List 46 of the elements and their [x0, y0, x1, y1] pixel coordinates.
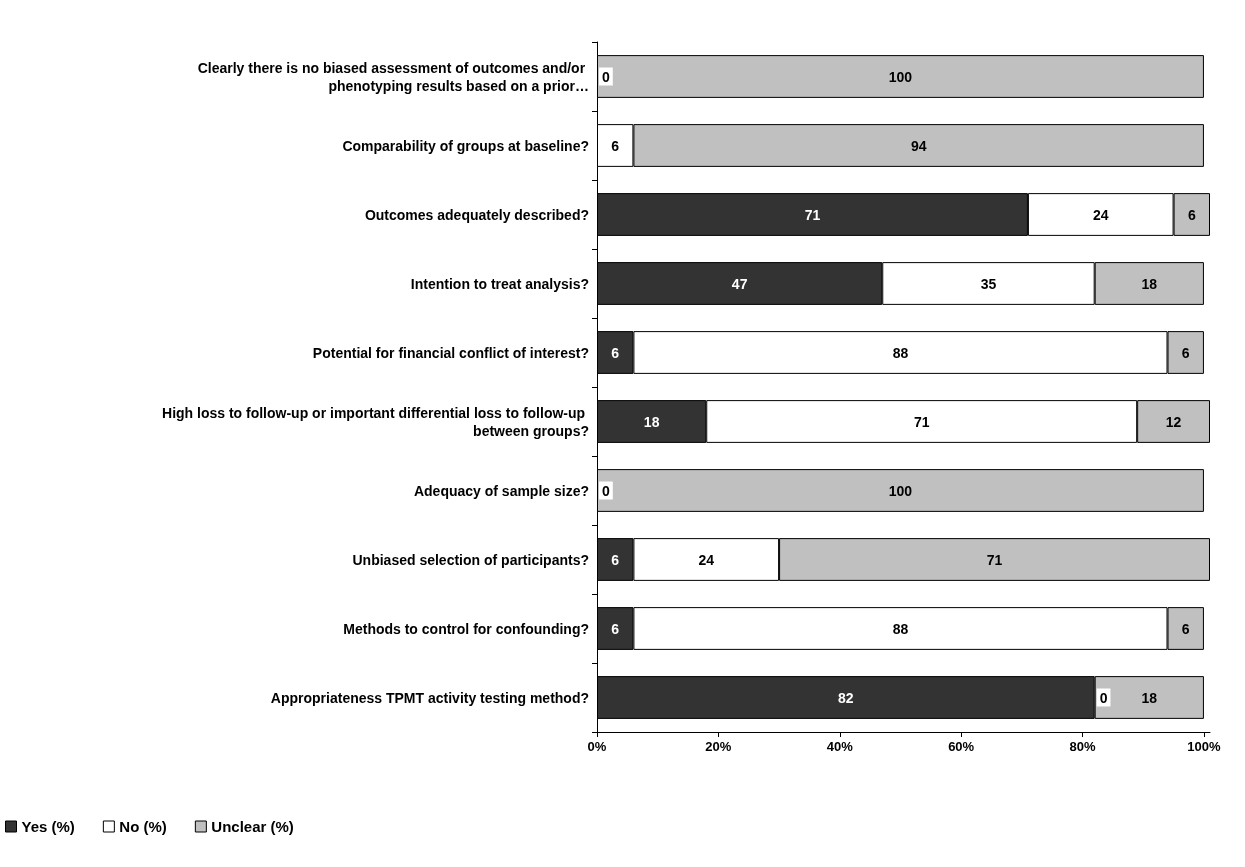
x-tick-label: 80%: [1069, 739, 1096, 754]
data-label: 18: [1141, 689, 1158, 706]
data-label: 47: [731, 275, 748, 292]
data-label: 94: [910, 137, 927, 154]
data-label: 6: [1181, 344, 1190, 361]
y-tick-label: Outcomes adequately described?: [364, 206, 589, 223]
data-label: 100: [888, 68, 913, 85]
data-label: 6: [1181, 620, 1190, 637]
data-label: 12: [1165, 413, 1182, 430]
data-label: 88: [892, 344, 909, 361]
y-tick-label: Potential for financial conflict of interest?: [312, 344, 589, 361]
y-tick-label: Appropriateness TPMT activity testing method?: [270, 689, 589, 706]
x-tick-label: 60%: [948, 739, 975, 754]
y-tick-label: Unbiased selection of participants?: [352, 551, 589, 568]
data-label: 24: [698, 551, 715, 568]
data-label: 71: [804, 206, 821, 223]
data-label: 82: [838, 689, 854, 706]
data-label: 71: [913, 413, 930, 430]
y-tick-label: Methods to control for confounding?: [343, 620, 589, 637]
data-label: 6: [611, 551, 620, 568]
data-label: 6: [611, 137, 620, 154]
annotation: 0: [602, 68, 610, 85]
x-tick-label: 40%: [826, 739, 854, 754]
annotation: 0: [1099, 689, 1108, 706]
y-tick-label: High loss to follow-up or important differential loss to follow-up between groups?: [162, 404, 589, 439]
y-tick-label: Intention to treat analysis?: [410, 275, 589, 292]
data-label: 6: [611, 620, 620, 637]
data-label: 88: [892, 620, 909, 637]
y-tick-label: Comparability of groups at baseline?: [342, 137, 589, 154]
legend-label: Unclear (%): [211, 818, 294, 835]
data-label: 100: [888, 482, 913, 499]
data-label: 35: [980, 275, 997, 292]
x-tick-label: 0%: [587, 739, 607, 754]
data-label: 24: [1092, 206, 1109, 223]
data-label: 71: [986, 551, 1003, 568]
data-label: 18: [643, 413, 660, 430]
y-tick-label: Adequacy of sample size?: [413, 482, 589, 499]
data-label: 6: [611, 344, 620, 361]
legend-label: Yes (%): [21, 818, 75, 835]
legend-label: No (%): [119, 818, 167, 835]
x-tick-label: 20%: [705, 739, 732, 754]
y-tick-label: Clearly there is no biased assessment of outcomes and/or phenotyping results based on a prior…: [197, 59, 589, 94]
x-tick-label: 100%: [1187, 739, 1221, 754]
annotation: 0: [602, 482, 610, 499]
data-label: 6: [1187, 206, 1196, 223]
data-label: 18: [1141, 275, 1158, 292]
